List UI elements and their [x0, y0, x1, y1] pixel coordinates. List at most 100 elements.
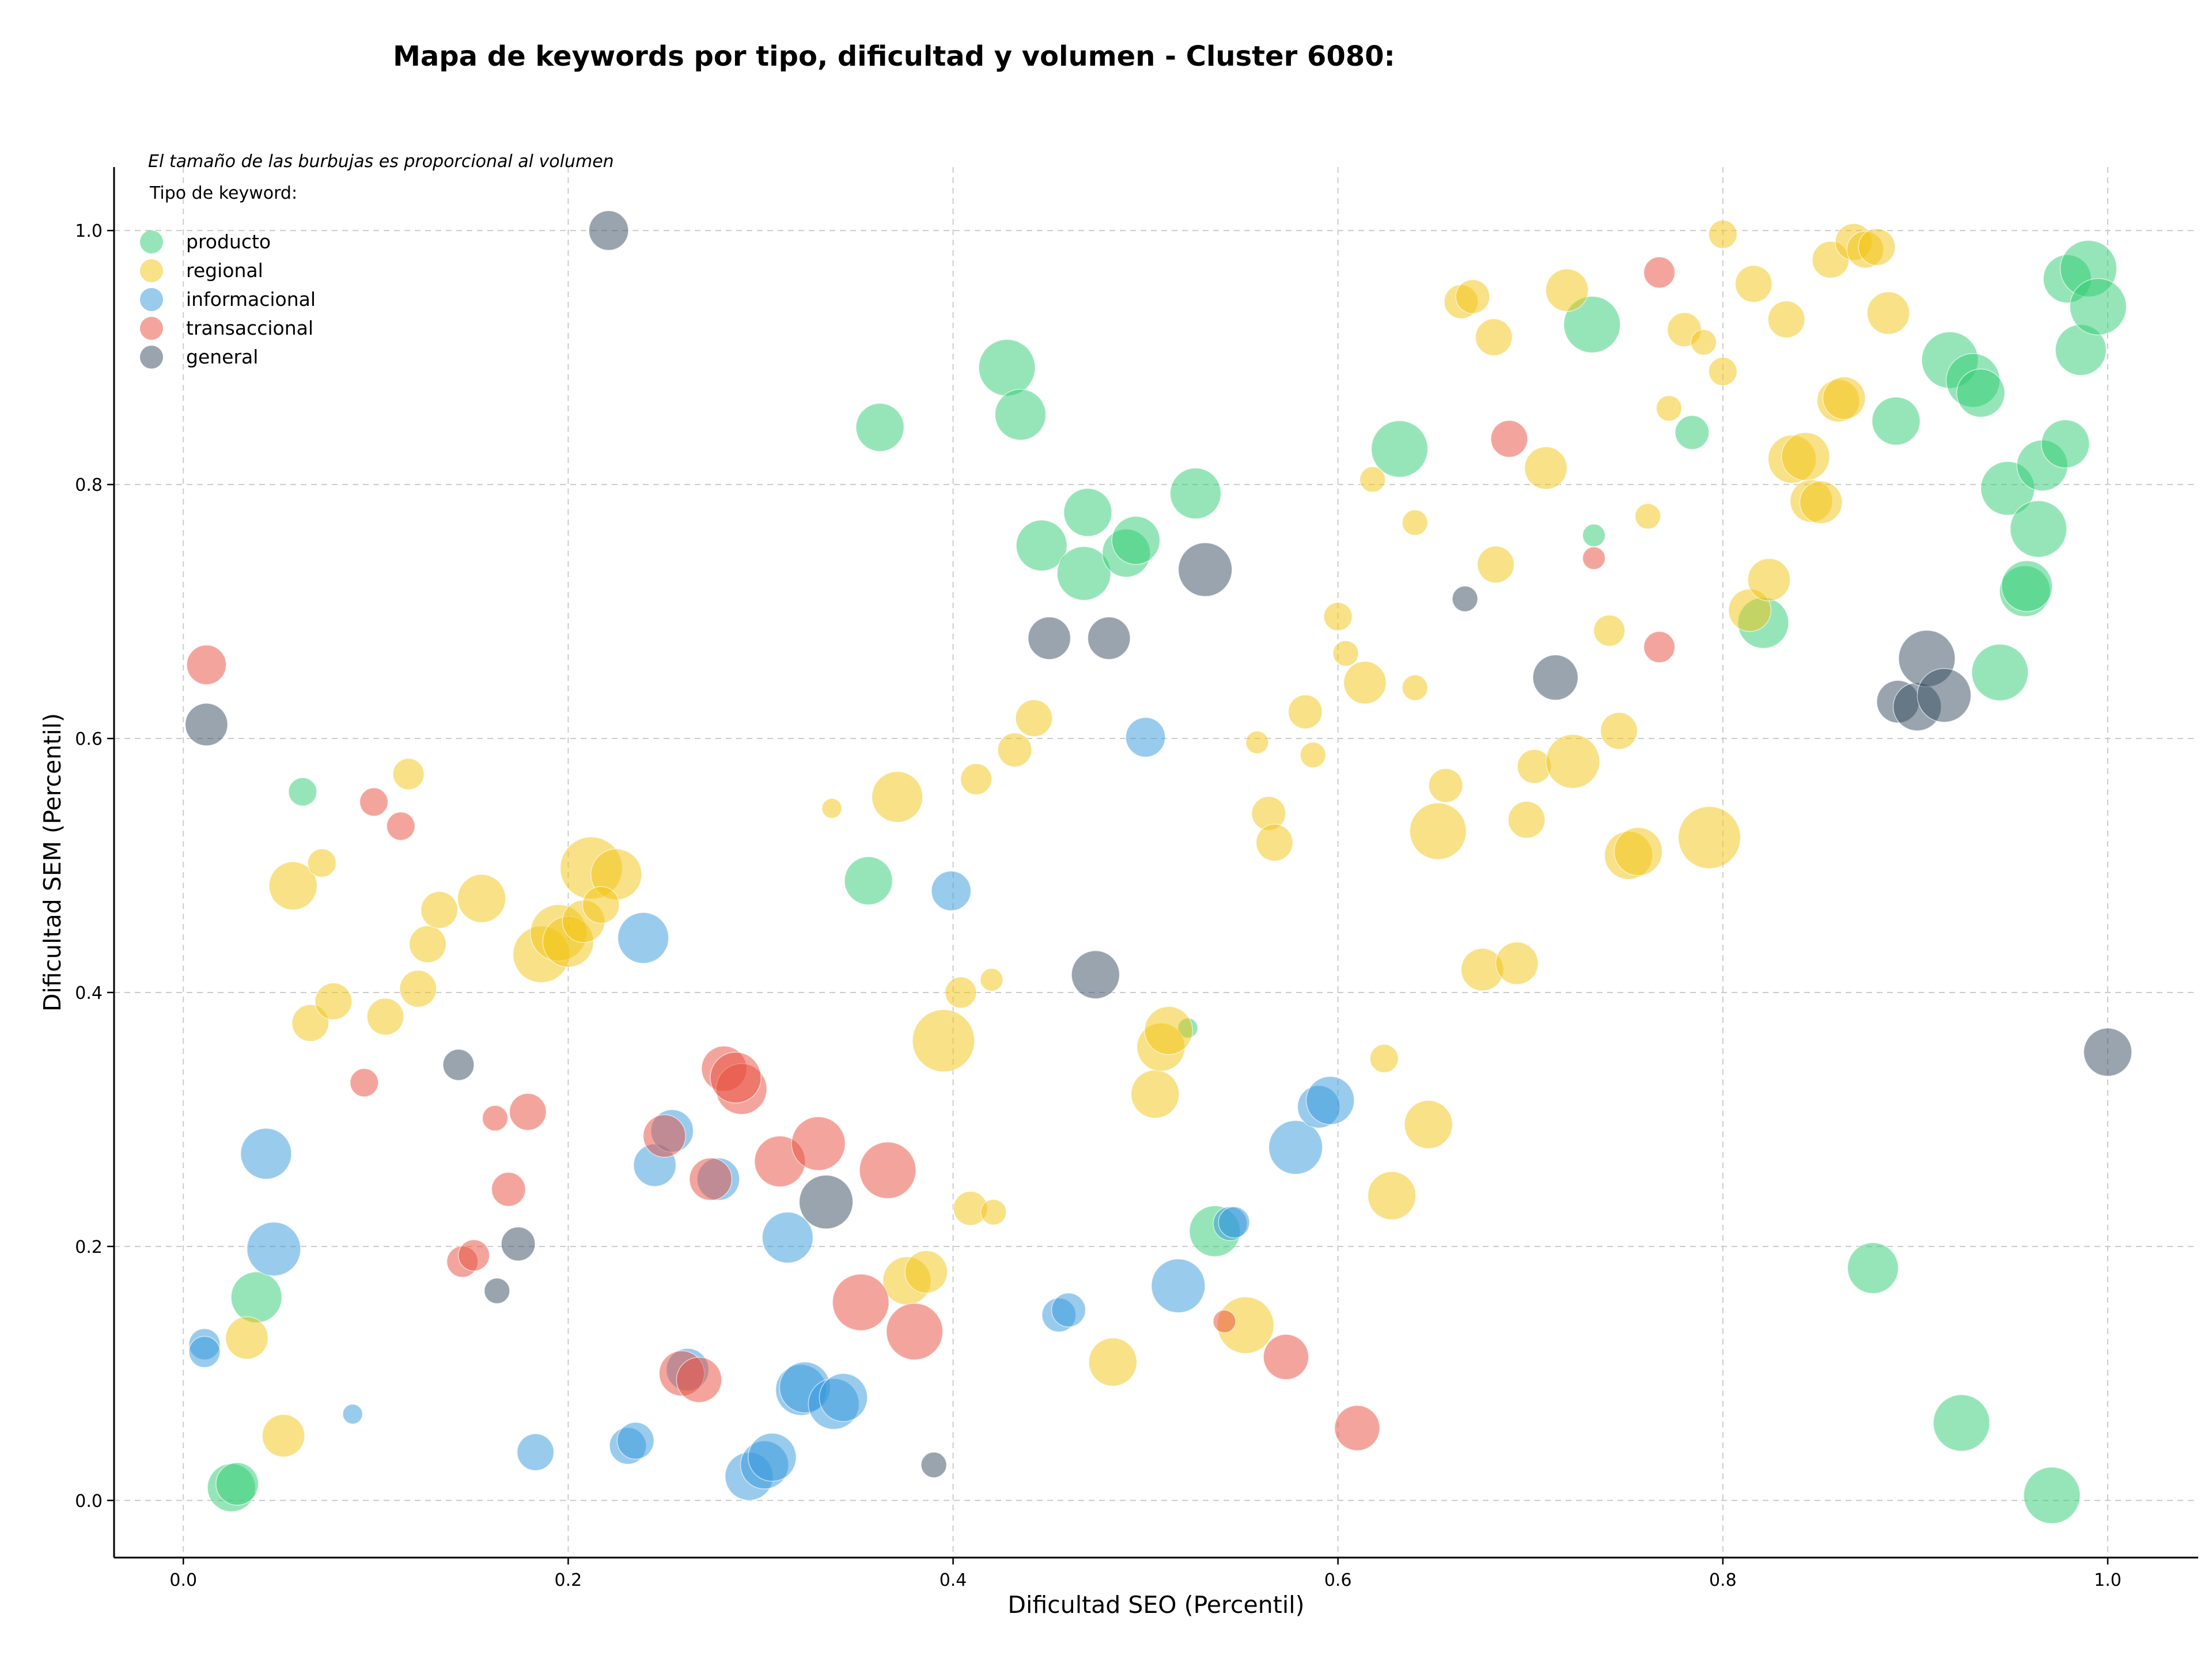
bubble-regional — [1476, 546, 1515, 584]
bubble-regional — [1015, 699, 1053, 737]
bubble-general — [1087, 616, 1131, 660]
bubble-informacional — [240, 1128, 292, 1180]
bubble-regional — [1455, 279, 1490, 315]
bubble-producto — [1169, 467, 1222, 520]
bubble-producto — [2001, 560, 2053, 612]
bubble-producto — [1971, 643, 2029, 702]
bubble-regional — [1799, 480, 1843, 524]
bubble-regional — [1245, 730, 1269, 755]
bubble-regional — [980, 1199, 1007, 1226]
bubble-regional — [904, 1250, 948, 1294]
bubble-general — [588, 210, 629, 251]
x-tick-label: 0.8 — [1709, 1570, 1737, 1590]
bubble-regional — [582, 886, 620, 924]
bubble-general — [1532, 654, 1579, 701]
legend-label-producto: producto — [186, 230, 271, 253]
series-transaccional — [186, 256, 1676, 1452]
bubble-transaccional — [1490, 420, 1528, 458]
bubble-transaccional — [859, 1141, 916, 1199]
bubble-informacional — [1151, 1258, 1206, 1313]
bubbles — [184, 210, 2133, 1524]
bubble-regional — [1656, 395, 1683, 422]
legend-swatch-producto — [140, 230, 163, 253]
bubble-regional — [1287, 694, 1323, 729]
bubble-regional — [1402, 675, 1429, 701]
bubble-regional — [1144, 1006, 1194, 1055]
bubble-general — [442, 1048, 475, 1081]
bubble-regional — [392, 758, 425, 790]
bubble-producto — [1056, 546, 1112, 601]
bubble-regional — [1866, 291, 1910, 335]
bubble-regional — [1545, 734, 1600, 789]
legend: El tamaño de las burbujas es proporciona… — [140, 151, 614, 369]
bubble-regional — [262, 1414, 305, 1457]
bubble-transaccional — [1334, 1405, 1381, 1452]
bubble-regional — [1323, 602, 1353, 631]
bubble-producto — [2041, 419, 2090, 469]
bubble-general — [1028, 616, 1071, 660]
bubble-transaccional — [1213, 1309, 1236, 1334]
bubble-regional — [1300, 741, 1327, 768]
x-axis-label: Dificultad SEO (Percentil) — [1007, 1591, 1304, 1619]
bubble-regional — [980, 968, 1003, 992]
bubble-regional — [1475, 318, 1513, 357]
bubble-regional — [1404, 1100, 1453, 1149]
bubble-regional — [1545, 268, 1589, 312]
x-tick-label: 0.4 — [940, 1570, 967, 1590]
bubble-regional — [457, 874, 506, 923]
legend-label-regional: regional — [186, 259, 263, 282]
legend-title: Tipo de keyword: — [149, 183, 297, 203]
bubble-producto — [1956, 368, 2005, 418]
bubble-informacional — [616, 1422, 654, 1460]
bubble-regional — [366, 998, 404, 1036]
bubble-producto — [1675, 415, 1710, 450]
series-regional — [225, 219, 1910, 1457]
bubble-producto — [1111, 516, 1161, 565]
bubble-producto — [1847, 1242, 1899, 1294]
y-axis-label: Dificultad SEM (Percentil) — [39, 713, 66, 1012]
bubble-informacional — [931, 870, 972, 911]
bubble-informacional — [819, 1373, 868, 1422]
bubble-informacional — [617, 912, 669, 964]
bubble-regional — [1255, 824, 1294, 862]
bubble-producto — [1582, 523, 1606, 547]
bubble-regional — [1677, 806, 1741, 869]
bubble-producto — [1563, 296, 1621, 354]
bubble-transaccional — [1643, 256, 1676, 289]
series-producto — [207, 240, 2127, 1524]
bubble-transaccional — [509, 1093, 547, 1131]
bubble-producto — [230, 1271, 283, 1323]
bubble-producto — [844, 856, 893, 906]
bubble-informacional — [1125, 717, 1166, 757]
legend-note: El tamaño de las burbujas es proporciona… — [148, 151, 614, 172]
bubble-regional — [1781, 432, 1830, 482]
bubble-informacional — [762, 1211, 814, 1264]
y-ticks: 0.0 0.2 0.4 0.6 0.8 1.0 — [75, 221, 114, 1512]
bubble-general — [798, 1175, 854, 1230]
bubble-regional — [997, 732, 1032, 768]
bubble-informacional — [1305, 1075, 1355, 1125]
bubble-regional — [1767, 300, 1805, 339]
bubble-regional — [1858, 228, 1896, 266]
bubble-producto — [2023, 1467, 2081, 1524]
bubble-informacional — [342, 1403, 363, 1425]
bubble-regional — [912, 1009, 975, 1073]
bubble-transaccional — [791, 1116, 846, 1171]
bubble-producto — [215, 1462, 259, 1506]
legend-swatch-general — [140, 346, 163, 369]
bubble-regional — [1409, 802, 1467, 860]
bubble-regional — [1495, 941, 1539, 985]
bubble-regional — [1428, 768, 1463, 803]
bubble-general — [921, 1452, 947, 1478]
bubble-transaccional — [1263, 1334, 1309, 1380]
bubble-regional — [1634, 503, 1661, 530]
bubble-informacional — [1268, 1120, 1323, 1175]
bubble-informacional — [1218, 1206, 1251, 1238]
y-tick-label: 0.6 — [75, 729, 103, 749]
bubble-regional — [225, 1316, 269, 1360]
bubble-producto — [1933, 1394, 1990, 1452]
bubble-regional — [871, 771, 923, 823]
legend-entries: producto regional informacional transaccion… — [140, 230, 316, 369]
